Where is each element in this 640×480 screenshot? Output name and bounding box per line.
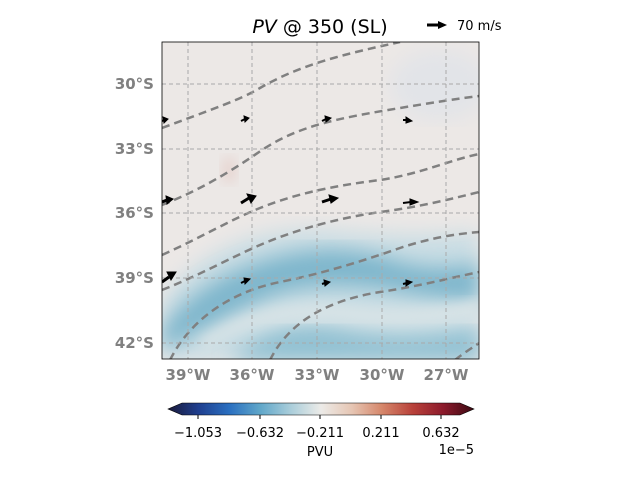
- wind-arrow-icon: [321, 279, 332, 287]
- wind-key-label: 70 m/s: [457, 19, 502, 34]
- lon-label: 30°W: [360, 366, 405, 384]
- lon-label: 33°W: [295, 366, 340, 384]
- wind-arrow-icon: [240, 115, 250, 124]
- contour-lines: [162, 42, 479, 359]
- colorbar-scale: 1e−5: [439, 443, 474, 458]
- colorbar-ticks: [197, 415, 442, 419]
- wind-arrow-icon: [403, 116, 414, 124]
- wind-arrow-icon: [162, 271, 177, 284]
- contour-line: [162, 94, 479, 207]
- colorbar: −1.053 −0.632 −0.211 0.211 0.632 PVU 1e−…: [167, 402, 475, 460]
- colorbar-bar: [167, 402, 475, 416]
- colorbar-tick-label: −1.053: [174, 426, 222, 441]
- wind-arrow-icon: [402, 279, 414, 287]
- wind-arrow-icon: [240, 193, 257, 205]
- pv-shade: [162, 249, 479, 350]
- lon-label: 36°W: [230, 366, 275, 384]
- map-panel: [161, 41, 480, 360]
- wind-arrow-icon: [162, 116, 169, 125]
- colorbar-tick-label: −0.632: [236, 426, 284, 441]
- latitude-labels: 30°S 33°S 36°S 39°S 42°S: [115, 75, 154, 352]
- contour-line: [169, 230, 479, 359]
- contour-line: [162, 190, 479, 292]
- map-title: PV @ 350 (SL): [252, 16, 387, 38]
- wind-arrow-icon: [402, 198, 420, 206]
- colorbar-tick-labels: −1.053 −0.632 −0.211 0.211 0.632: [174, 426, 460, 441]
- map-gridlines: [162, 42, 479, 359]
- lon-label: 39°W: [166, 366, 211, 384]
- wind-key-arrowhead-icon: [438, 21, 447, 29]
- pv-shade: [221, 156, 237, 184]
- title-variable: PV: [252, 16, 278, 38]
- contour-line: [454, 341, 479, 359]
- contour-line: [162, 152, 479, 257]
- wind-vectors: [162, 115, 420, 287]
- lat-label: 42°S: [115, 334, 154, 352]
- longitude-labels: 39°W 36°W 33°W 30°W 27°W: [166, 366, 469, 384]
- contour-line: [162, 42, 401, 130]
- contour-line: [269, 270, 479, 359]
- pv-field: [162, 42, 479, 359]
- lat-label: 30°S: [115, 75, 154, 93]
- pv-shade: [200, 300, 479, 350]
- lat-label: 39°S: [115, 269, 154, 287]
- lon-label: 27°W: [424, 366, 469, 384]
- pv-shade: [390, 50, 479, 120]
- colorbar-tick-label: 0.211: [362, 426, 399, 441]
- wind-key: 70 m/s: [427, 19, 502, 34]
- lat-label: 33°S: [115, 140, 154, 158]
- wind-arrow-icon: [321, 115, 333, 123]
- map-frame: [161, 41, 480, 360]
- pv-shade: [231, 327, 479, 359]
- lat-label: 36°S: [115, 204, 154, 222]
- wind-arrow-icon: [162, 195, 174, 205]
- colorbar-tick-label: −0.211: [296, 426, 344, 441]
- wind-arrow-icon: [321, 194, 340, 204]
- colorbar-label: PVU: [307, 445, 333, 460]
- wind-arrow-icon: [240, 277, 252, 286]
- colorbar-tick-label: 0.632: [422, 426, 459, 441]
- title-level: @ 350 (SL): [277, 16, 388, 38]
